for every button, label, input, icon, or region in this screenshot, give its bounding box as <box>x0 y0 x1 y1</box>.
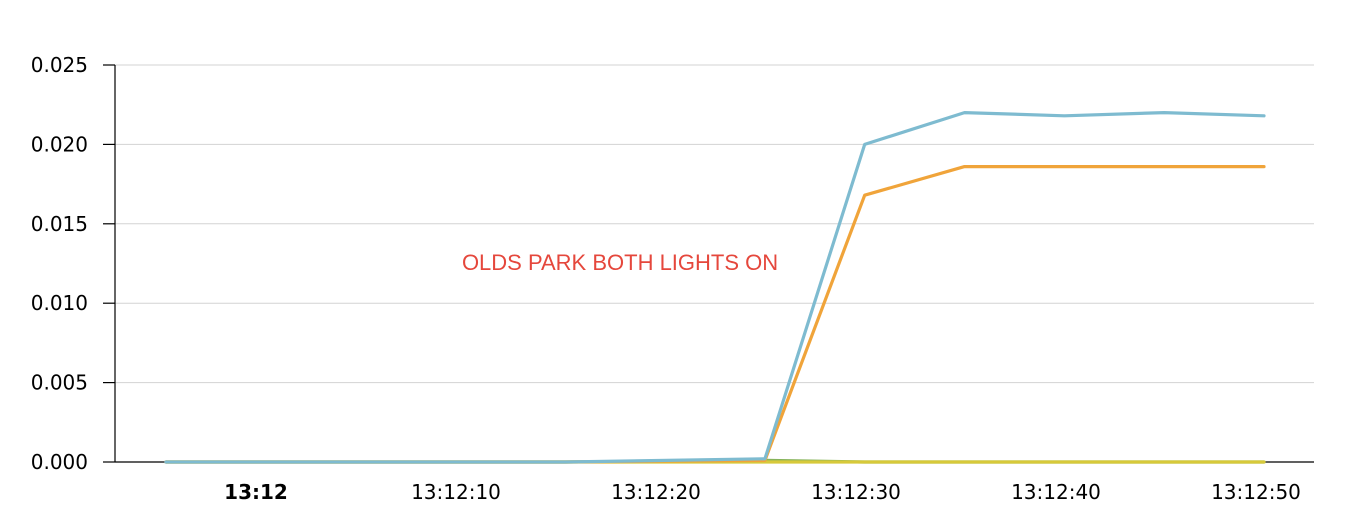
x-tick-label: 13:12:40 <box>1011 480 1101 504</box>
x-tick-label: 13:12:10 <box>411 480 501 504</box>
chart-annotation: OLDS PARK BOTH LIGHTS ON <box>462 250 778 275</box>
series-line <box>164 110 1266 464</box>
tick-labels: 0.000 0.005 0.010 0.015 0.020 0.025 13:12 13:12… <box>31 53 1301 504</box>
y-tick-label: 0.010 <box>31 291 88 315</box>
series-line <box>164 165 1266 464</box>
x-tick-label: 13:12 <box>224 480 288 504</box>
series-lines <box>164 110 1266 464</box>
y-tick-label: 0.020 <box>31 132 88 156</box>
y-tick-label: 0.025 <box>31 53 88 77</box>
x-tick-label: 13:12:50 <box>1211 480 1301 504</box>
y-tick-label: 0.000 <box>31 450 88 474</box>
x-tick-label: 13:12:20 <box>611 480 701 504</box>
x-tick-label: 13:12:30 <box>811 480 901 504</box>
gridlines <box>115 64 1314 384</box>
y-tick-label: 0.015 <box>31 212 88 236</box>
y-tick-label: 0.005 <box>31 371 88 395</box>
